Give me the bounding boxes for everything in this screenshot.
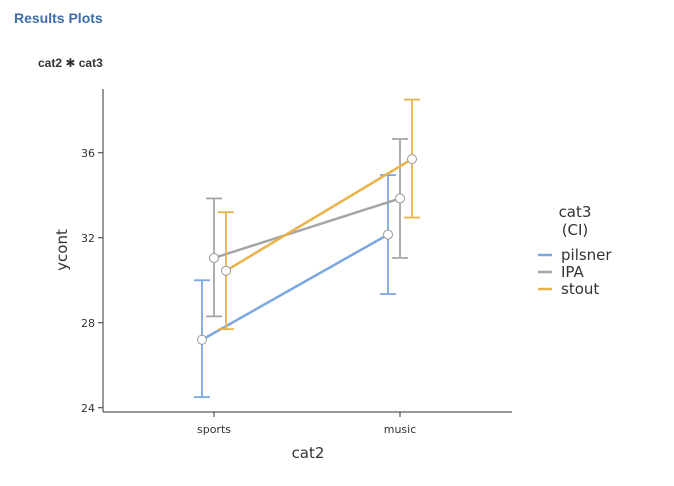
legend-label-ipa: IPA — [561, 263, 585, 281]
x-tick-label: music — [384, 423, 417, 436]
series-line — [201, 233, 389, 341]
legend-label-pilsner: pilsner — [561, 246, 612, 264]
y-tick-label: 24 — [81, 402, 95, 415]
legend-label-stout: stout — [561, 280, 599, 298]
series-pilsner — [194, 174, 396, 399]
x-ticks: sports music — [197, 412, 416, 436]
data-point — [395, 193, 405, 204]
data-point — [407, 154, 417, 165]
plot-subtitle: cat2 ✱ cat3 — [38, 56, 103, 70]
data-point — [197, 334, 207, 345]
x-tick-label: sports — [197, 423, 231, 436]
series-line — [225, 158, 413, 272]
x-axis: sports music cat2 — [103, 411, 512, 462]
y-ticks: 24 28 32 36 — [81, 147, 103, 415]
y-tick-label: 28 — [81, 317, 95, 330]
data-point — [221, 265, 231, 276]
results-title: Results Plots — [14, 10, 103, 26]
series-line — [213, 197, 401, 260]
data-point — [209, 252, 219, 263]
y-tick-label: 32 — [81, 232, 95, 245]
y-axis: 24 28 32 36 ycont — [53, 89, 104, 415]
x-axis-title: cat2 — [292, 444, 325, 462]
series-stout — [218, 98, 420, 331]
y-tick-label: 36 — [81, 147, 95, 160]
legend-title: cat3 — [559, 203, 592, 221]
data-point — [383, 229, 393, 240]
legend-subtitle: (CI) — [562, 221, 589, 239]
series-ipa — [206, 138, 408, 318]
plot-area — [194, 98, 420, 399]
y-axis-title: ycont — [53, 229, 71, 271]
